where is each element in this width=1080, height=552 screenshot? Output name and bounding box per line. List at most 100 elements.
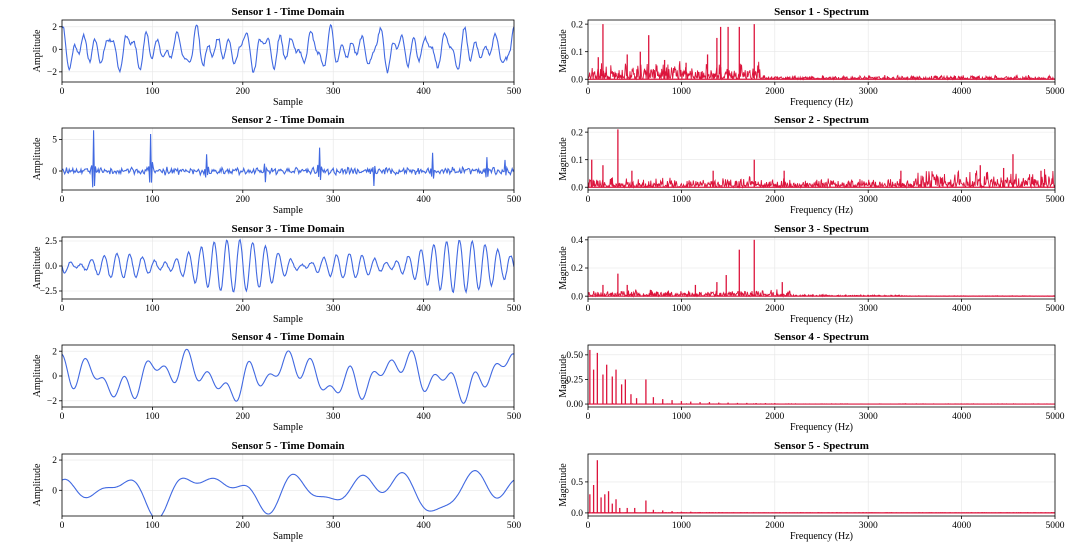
plot-frame bbox=[587, 127, 1056, 191]
chart-8: Sensor 4 - Spectrum 0 1000 2000 3000 4000 5000… bbox=[558, 331, 1065, 433]
x-tick-label: 4000 bbox=[952, 521, 971, 531]
series-line bbox=[62, 23, 514, 74]
x-tick-label: 0 bbox=[586, 304, 591, 314]
x-axis-label: Sample bbox=[273, 531, 304, 542]
x-tick-label: 100 bbox=[145, 87, 160, 97]
chart-title: Sensor 1 - Spectrum bbox=[774, 6, 869, 18]
x-tick-label: 5000 bbox=[1046, 412, 1065, 422]
chart-title: Sensor 2 - Spectrum bbox=[774, 114, 869, 126]
x-axis-label: Sample bbox=[273, 314, 304, 325]
spectrum-floor bbox=[588, 289, 1055, 298]
x-tick-label: 0 bbox=[60, 521, 65, 531]
chart-6: Sensor 3 - Spectrum 0 1000 2000 3000 4000 5000… bbox=[558, 223, 1065, 325]
x-tick-label: 2000 bbox=[765, 87, 784, 97]
x-tick-label: 300 bbox=[326, 521, 341, 531]
chart-5: Sensor 3 - Time Domain 0 100 200 300 400 500 −2… bbox=[32, 223, 521, 325]
y-tick-label: 0 bbox=[52, 167, 57, 177]
plot-frame bbox=[61, 19, 515, 83]
y-tick-label: 0.1 bbox=[571, 156, 583, 166]
y-axis-label: Magnitude bbox=[558, 354, 569, 398]
y-tick-label: 0 bbox=[52, 372, 57, 382]
chart-10: Sensor 5 - Spectrum 0 1000 2000 3000 4000 5000… bbox=[558, 440, 1065, 542]
chart-7: Sensor 4 - Time Domain 0 100 200 300 400 500 −2… bbox=[32, 331, 521, 433]
y-tick-label: −2 bbox=[47, 68, 57, 78]
y-tick-label: 0.0 bbox=[571, 509, 583, 519]
spectrum-floor bbox=[588, 168, 1055, 189]
x-axis-label: Frequency (Hz) bbox=[790, 531, 853, 542]
y-axis-label: Magnitude bbox=[558, 137, 569, 181]
plot-frame bbox=[61, 344, 515, 408]
x-tick-label: 0 bbox=[60, 195, 65, 205]
spectrum-floor bbox=[588, 61, 1055, 81]
y-tick-label: 5 bbox=[52, 136, 57, 146]
y-axis-label: Amplitude bbox=[32, 29, 43, 72]
y-tick-label: 0.00 bbox=[566, 400, 583, 410]
plot-frame bbox=[61, 127, 515, 191]
chart-title: Sensor 3 - Time Domain bbox=[231, 223, 344, 235]
x-tick-label: 1000 bbox=[672, 521, 691, 531]
x-axis-label: Frequency (Hz) bbox=[790, 97, 853, 108]
x-tick-label: 4000 bbox=[952, 195, 971, 205]
x-tick-label: 5000 bbox=[1046, 521, 1065, 531]
x-tick-label: 4000 bbox=[952, 412, 971, 422]
x-tick-label: 200 bbox=[236, 195, 251, 205]
y-tick-label: 2 bbox=[52, 456, 57, 466]
y-tick-label: 0.2 bbox=[571, 264, 583, 274]
y-tick-label: 0.2 bbox=[571, 20, 583, 30]
x-tick-label: 2000 bbox=[765, 521, 784, 531]
y-tick-label: 0.2 bbox=[571, 128, 583, 138]
x-tick-label: 2000 bbox=[765, 412, 784, 422]
chart-title: Sensor 1 - Time Domain bbox=[231, 6, 344, 18]
plot-frame bbox=[587, 236, 1056, 300]
chart-title: Sensor 5 - Spectrum bbox=[774, 440, 869, 452]
x-tick-label: 400 bbox=[416, 304, 431, 314]
x-tick-label: 400 bbox=[416, 412, 431, 422]
x-tick-label: 200 bbox=[236, 412, 251, 422]
x-tick-label: 100 bbox=[145, 304, 160, 314]
series-line bbox=[62, 130, 514, 188]
x-tick-label: 1000 bbox=[672, 412, 691, 422]
y-tick-label: 0.5 bbox=[571, 478, 583, 488]
x-tick-label: 100 bbox=[145, 412, 160, 422]
chart-title: Sensor 5 - Time Domain bbox=[231, 440, 344, 452]
x-tick-label: 2000 bbox=[765, 304, 784, 314]
chart-9: Sensor 5 - Time Domain 0 100 200 300 400 500 0 2… bbox=[32, 440, 521, 542]
y-tick-label: −2 bbox=[47, 397, 57, 407]
plot-frame bbox=[587, 344, 1056, 408]
chart-title: Sensor 4 - Spectrum bbox=[774, 331, 869, 343]
x-tick-label: 200 bbox=[236, 304, 251, 314]
y-axis-label: Amplitude bbox=[32, 246, 43, 289]
x-tick-label: 500 bbox=[507, 412, 522, 422]
x-tick-label: 0 bbox=[586, 412, 591, 422]
chart-4: Sensor 2 - Spectrum 0 1000 2000 3000 4000 5000… bbox=[558, 114, 1065, 216]
plot-frame bbox=[61, 453, 515, 517]
x-tick-label: 2000 bbox=[765, 195, 784, 205]
chart-2: Sensor 1 - Spectrum 0 1000 2000 3000 4000 5000… bbox=[558, 6, 1065, 108]
y-tick-label: 2 bbox=[52, 347, 57, 357]
x-tick-label: 500 bbox=[507, 304, 522, 314]
x-tick-label: 400 bbox=[416, 195, 431, 205]
y-tick-label: 0.0 bbox=[571, 292, 583, 302]
x-tick-label: 3000 bbox=[859, 521, 878, 531]
y-tick-label: 0.25 bbox=[566, 376, 583, 386]
y-axis-label: Magnitude bbox=[558, 246, 569, 290]
x-tick-label: 300 bbox=[326, 412, 341, 422]
x-axis-label: Frequency (Hz) bbox=[790, 422, 853, 433]
series-line bbox=[62, 238, 514, 294]
y-axis-label: Amplitude bbox=[32, 354, 43, 397]
y-axis-label: Amplitude bbox=[32, 463, 43, 506]
x-tick-label: 5000 bbox=[1046, 87, 1065, 97]
x-tick-label: 300 bbox=[326, 304, 341, 314]
y-tick-label: 0.50 bbox=[566, 351, 583, 361]
x-tick-label: 0 bbox=[586, 195, 591, 205]
x-tick-label: 0 bbox=[60, 304, 65, 314]
y-tick-label: 0.4 bbox=[571, 236, 583, 246]
plot-frame bbox=[587, 453, 1056, 517]
x-tick-label: 0 bbox=[60, 87, 65, 97]
chart-title: Sensor 3 - Spectrum bbox=[774, 223, 869, 235]
x-axis-label: Sample bbox=[273, 97, 304, 108]
x-tick-label: 3000 bbox=[859, 195, 878, 205]
x-tick-label: 3000 bbox=[859, 412, 878, 422]
x-axis-label: Sample bbox=[273, 205, 304, 216]
x-axis-label: Frequency (Hz) bbox=[790, 314, 853, 325]
